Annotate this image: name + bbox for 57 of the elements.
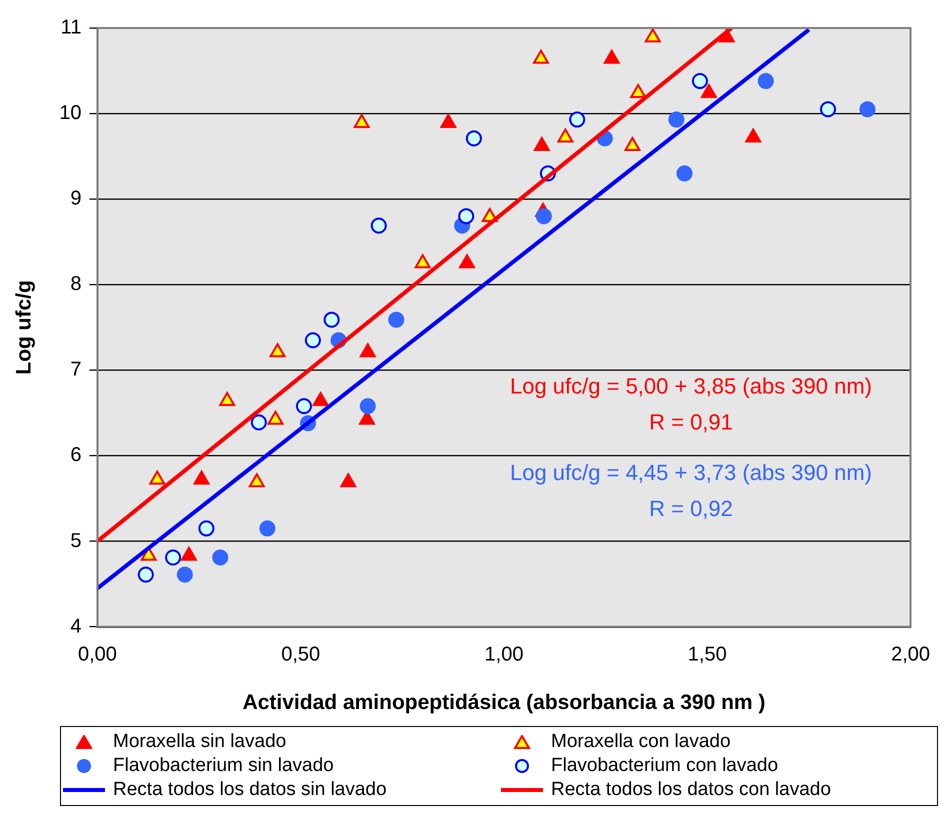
x-axis-title: Actividad aminopeptidásica (absorbancia a 390 nm ) — [242, 691, 766, 714]
point — [624, 137, 640, 152]
annotation: Log ufc/g = 4,45 + 3,73 (abs 390 nm) — [510, 460, 872, 486]
x-tick-label: 0,50 — [281, 643, 320, 666]
y-tick-label: 7 — [70, 358, 82, 381]
point — [414, 254, 431, 268]
point — [270, 343, 286, 358]
y-tick-label: 6 — [70, 444, 82, 466]
point — [250, 414, 267, 430]
point — [212, 550, 228, 566]
point — [745, 128, 762, 142]
legend-label: Moraxella con lavado — [551, 731, 731, 753]
point — [324, 312, 340, 328]
y-axis-title: Log ufc/g — [12, 280, 36, 375]
point — [534, 137, 550, 152]
annotation: R = 0,91 — [649, 409, 733, 434]
x-tick-label: 0,00 — [78, 643, 117, 666]
point — [700, 84, 717, 98]
x-tick-label: 1,50 — [688, 643, 727, 666]
point — [466, 130, 482, 146]
point — [440, 114, 456, 128]
point — [165, 550, 182, 566]
point — [533, 50, 549, 64]
point — [354, 114, 370, 128]
point — [458, 208, 474, 224]
point — [557, 128, 574, 142]
point — [296, 398, 312, 414]
point — [370, 218, 387, 234]
point — [536, 208, 552, 224]
annotation: Log ufc/g = 5,00 + 3,85 (abs 390 nm) — [510, 373, 872, 398]
point — [630, 84, 646, 98]
point — [176, 566, 193, 583]
y-tick-label: 9 — [70, 188, 82, 210]
point — [459, 254, 475, 268]
x-tick-label: 1,00 — [484, 643, 524, 666]
point — [259, 520, 276, 536]
y-tick-label: 11 — [60, 16, 82, 39]
x-tick-label: 2,00 — [891, 643, 930, 666]
point — [138, 566, 154, 583]
y-tick-label: 5 — [70, 530, 82, 552]
legend-label: Recta todos los datos sin lavado — [113, 779, 387, 801]
legend-label: Flavobacterium con lavado — [551, 755, 778, 777]
point — [644, 28, 661, 42]
annotation: R = 0,92 — [649, 496, 733, 522]
point — [388, 312, 404, 328]
point — [198, 520, 214, 536]
y-tick-label: 8 — [70, 273, 82, 296]
legend-label: Recta todos los datos con lavado — [551, 779, 831, 801]
y-tick-label: 10 — [59, 102, 82, 124]
point — [676, 165, 692, 182]
point — [604, 50, 620, 64]
legend-label: Flavobacterium sin lavado — [113, 755, 334, 777]
point — [360, 398, 376, 414]
point — [304, 332, 321, 348]
legend-label: Moraxella sin lavado — [113, 731, 286, 753]
y-tick-label: 4 — [70, 615, 82, 638]
point — [360, 343, 376, 358]
